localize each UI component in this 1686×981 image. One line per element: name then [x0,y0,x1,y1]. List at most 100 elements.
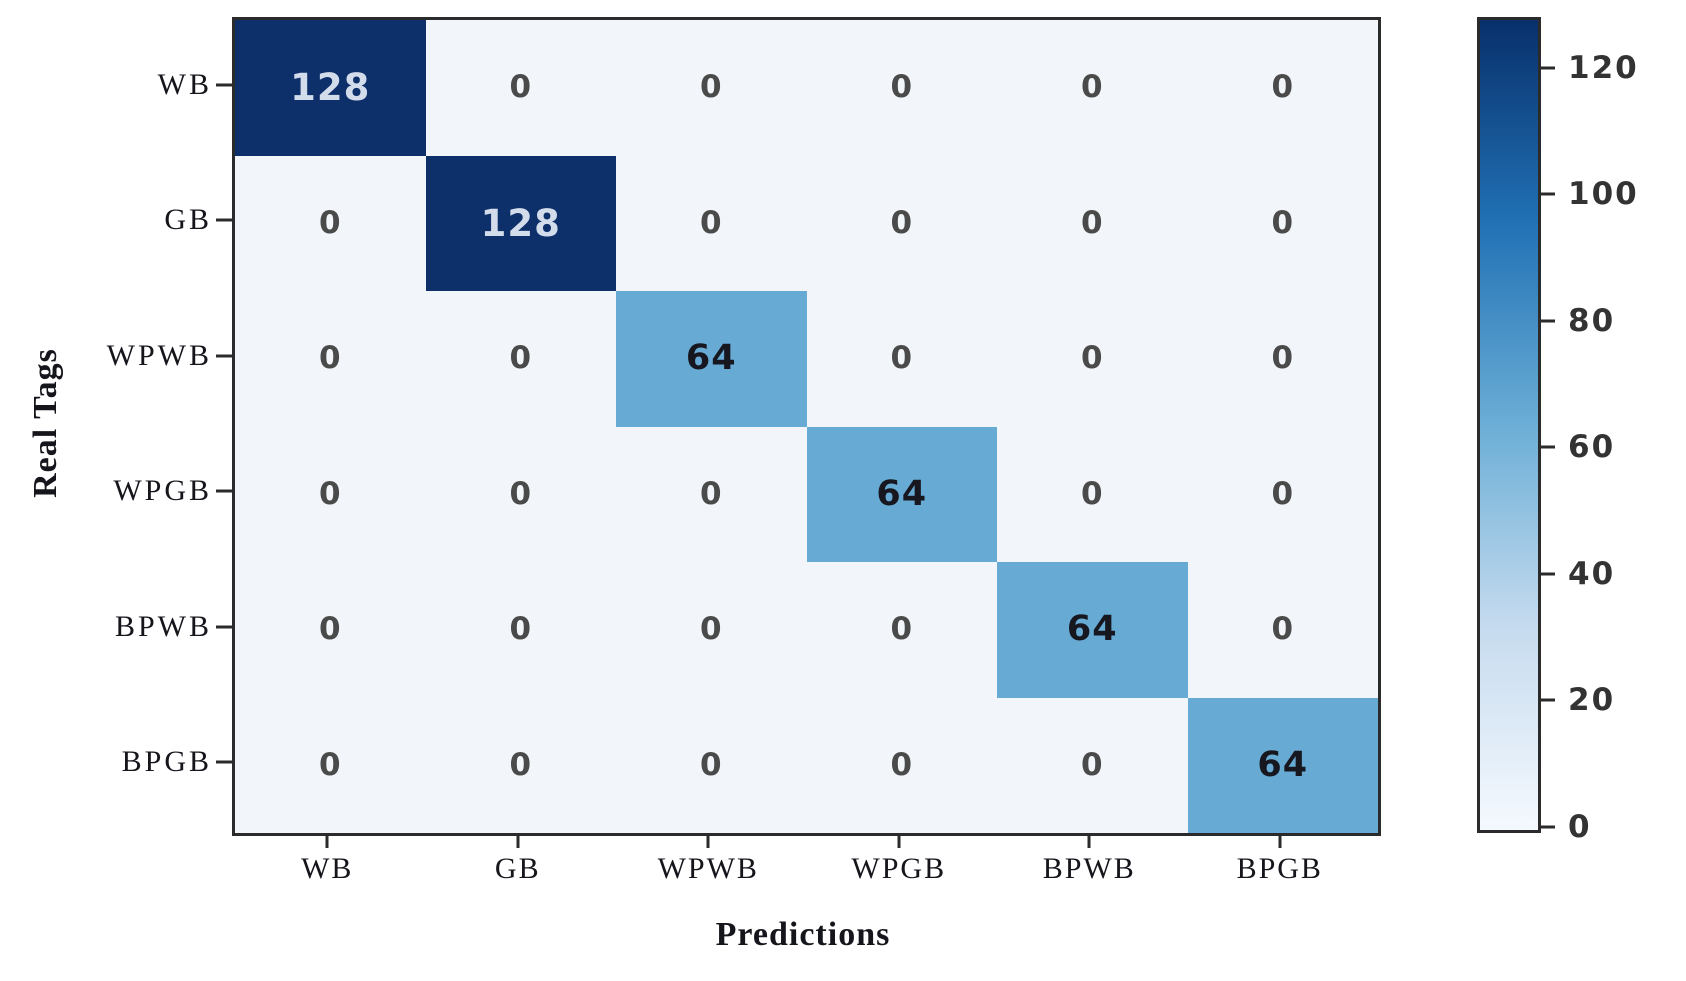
x-tick-label-BPGB: BPGB [1236,852,1323,885]
cell-value: 0 [890,340,914,377]
cell-WPGB-WB: 0 [235,426,426,562]
colorbar-tick-mark [1538,319,1555,323]
x-tick-label-BPWB: BPWB [1042,852,1136,885]
x-tick-label-WPWB: WPWB [657,852,759,885]
y-tick-label-WPWB: WPWB [106,338,212,372]
cell-BPGB-GB: 0 [425,697,616,833]
cell-value: 0 [699,611,723,648]
colorbar-gradient [1477,17,1541,833]
cell-WPGB-GB: 0 [425,426,616,562]
cell-value: 0 [1271,204,1295,241]
cell-WB-WB: 128 [235,20,426,156]
cell-value: 0 [318,204,342,241]
y-tick-mark [216,625,232,629]
y-tick-label-BPWB: BPWB [114,609,212,643]
cell-value: 0 [318,611,342,648]
x-tick-label-WPGB: WPGB [851,852,947,885]
colorbar-tick-label-100: 100 [1568,176,1639,213]
cell-value: 0 [890,611,914,648]
cell-WPWB-GB: 0 [425,291,616,427]
cell-value: 64 [1257,744,1309,785]
cell-WB-BPGB: 0 [1187,20,1378,156]
cell-WPWB-WPWB: 64 [616,291,807,427]
x-tick-mark [897,833,901,848]
colorbar-tick-mark [1538,445,1555,449]
y-tick-label-WB: WB [157,67,212,101]
cell-value: 0 [1080,204,1104,241]
cell-value: 0 [1271,69,1295,106]
cell-GB-WB: 0 [235,155,426,291]
cell-BPGB-WPWB: 0 [616,697,807,833]
colorbar-tick-label-80: 80 [1568,302,1616,339]
cell-BPWB-WPWB: 0 [616,562,807,698]
cell-value: 0 [509,340,533,377]
cell-GB-BPWB: 0 [997,155,1188,291]
x-tick-mark [325,833,329,848]
cell-WPGB-WPGB: 64 [806,426,997,562]
cell-BPWB-BPGB: 0 [1187,562,1378,698]
colorbar-tick-mark [1538,825,1555,829]
colorbar-tick-label-60: 60 [1568,429,1616,466]
cell-GB-WPWB: 0 [616,155,807,291]
cell-value: 64 [876,473,928,514]
cell-value: 0 [509,475,533,512]
colorbar-tick-label-120: 120 [1568,49,1639,86]
cell-WPWB-WPGB: 0 [806,291,997,427]
cell-WPGB-WPWB: 0 [616,426,807,562]
cell-WPGB-BPWB: 0 [997,426,1188,562]
cell-GB-BPGB: 0 [1187,155,1378,291]
cell-WB-GB: 0 [425,20,616,156]
cell-value: 0 [509,746,533,783]
cell-value: 0 [890,69,914,106]
colorbar-tick-label-40: 40 [1568,555,1616,592]
cell-value: 0 [318,340,342,377]
cell-value: 0 [1080,340,1104,377]
cell-BPWB-WB: 0 [235,562,426,698]
cell-BPGB-WB: 0 [235,697,426,833]
cell-WB-BPWB: 0 [997,20,1188,156]
cell-value: 0 [1271,611,1295,648]
cell-value: 64 [1066,609,1118,650]
cell-value: 0 [699,746,723,783]
x-tick-label-WB: WB [301,852,354,885]
cell-GB-GB: 128 [425,155,616,291]
cell-value: 0 [318,746,342,783]
colorbar-tick-label-0: 0 [1568,809,1592,845]
cell-value: 0 [509,611,533,648]
cell-value: 64 [685,338,737,379]
cell-value: 0 [1271,475,1295,512]
cell-WPWB-BPGB: 0 [1187,291,1378,427]
cell-BPGB-BPWB: 0 [997,697,1188,833]
cell-BPWB-WPGB: 0 [806,562,997,698]
y-tick-label-BPGB: BPGB [121,745,212,779]
y-tick-mark [216,83,232,87]
y-tick-mark [216,760,232,764]
cell-WPWB-BPWB: 0 [997,291,1188,427]
cell-value: 0 [699,475,723,512]
cell-value: 0 [890,204,914,241]
cell-BPGB-WPGB: 0 [806,697,997,833]
y-tick-label-WPGB: WPGB [113,474,212,508]
colorbar-tick-mark [1538,572,1555,576]
colorbar-tick-mark [1538,192,1555,196]
cell-value: 128 [290,66,371,110]
cell-value: 0 [1080,475,1104,512]
cell-value: 0 [699,204,723,241]
x-tick-mark [706,833,710,848]
cell-value: 0 [1080,69,1104,106]
cell-BPGB-BPGB: 64 [1187,697,1378,833]
cell-WB-WPGB: 0 [806,20,997,156]
x-tick-label-GB: GB [494,852,541,885]
cell-value: 0 [1080,746,1104,783]
cell-value: 0 [509,69,533,106]
x-tick-mark [1087,833,1091,848]
cell-value: 0 [318,475,342,512]
cell-BPWB-GB: 0 [425,562,616,698]
cell-WB-WPWB: 0 [616,20,807,156]
colorbar-tick-label-20: 20 [1568,682,1616,719]
cell-value: 0 [699,69,723,106]
cell-WPGB-BPGB: 0 [1187,426,1378,562]
x-tick-mark [1278,833,1282,848]
y-tick-mark [216,218,232,222]
